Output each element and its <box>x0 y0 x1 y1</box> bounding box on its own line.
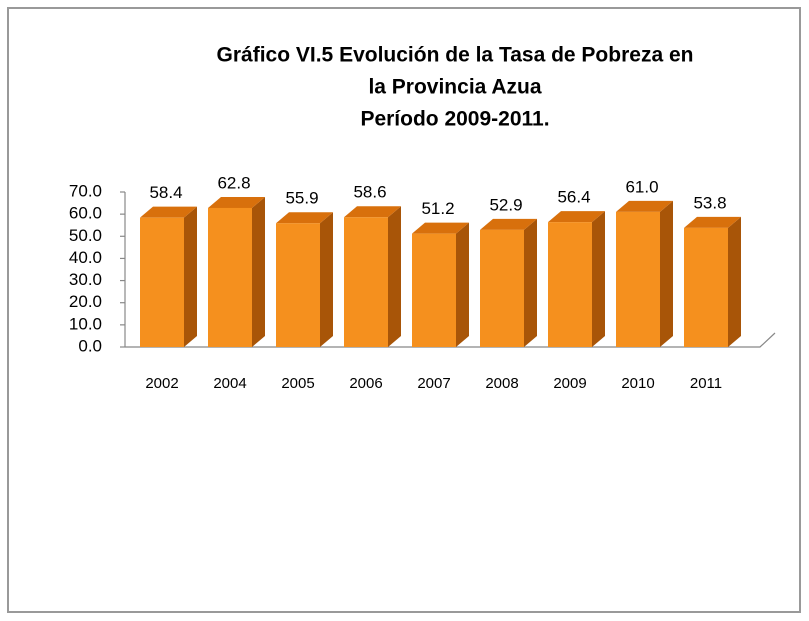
y-tick-label: 10.0 <box>69 314 102 333</box>
y-tick-label: 30.0 <box>69 270 102 289</box>
x-axis <box>125 332 776 348</box>
bar-side <box>524 218 537 347</box>
y-tick-label: 0.0 <box>78 336 102 355</box>
bar-top <box>208 196 265 208</box>
bar-top <box>412 222 469 234</box>
bar-side <box>456 222 469 347</box>
x-tick-label: 2009 <box>553 375 586 392</box>
data-label: 56.4 <box>557 188 590 207</box>
data-label: 58.6 <box>353 183 386 202</box>
bar-side <box>388 206 401 347</box>
data-label: 61.0 <box>625 177 658 196</box>
data-label: 52.9 <box>489 195 522 214</box>
y-tick-label: 70.0 <box>69 181 102 200</box>
bar-top <box>276 212 333 224</box>
bar <box>140 217 184 347</box>
bar-top <box>480 218 537 230</box>
x-tick-label: 2011 <box>690 375 722 392</box>
bar-side <box>184 206 197 347</box>
bar <box>616 211 660 347</box>
data-label: 55.9 <box>285 189 318 208</box>
bar-top <box>616 200 673 212</box>
bar-top <box>684 216 741 228</box>
bar-side <box>252 196 265 347</box>
data-label: 58.4 <box>149 183 182 202</box>
chart-title: Gráfico VI.5 Evolución de la Tasa de Pob… <box>217 44 694 67</box>
bar-top <box>140 206 197 218</box>
bar <box>412 233 456 347</box>
data-label: 53.8 <box>693 193 726 212</box>
x-tick-label: 2002 <box>145 375 178 392</box>
y-tick-label: 60.0 <box>69 204 102 223</box>
bar-top <box>344 206 401 218</box>
x-tick-label: 2004 <box>213 375 246 392</box>
bar-side <box>320 212 333 347</box>
x-tick-label: 2005 <box>281 375 314 392</box>
data-label: 51.2 <box>421 199 454 218</box>
bar-side <box>660 200 673 347</box>
data-label: 62.8 <box>217 173 250 192</box>
chart-title: Período 2009-2011. <box>360 108 549 131</box>
bar <box>344 217 388 347</box>
x-tick-label: 2010 <box>621 375 654 392</box>
chart-border <box>7 7 801 613</box>
bar <box>208 207 252 347</box>
bar-top <box>548 211 605 223</box>
bar-side <box>592 211 605 347</box>
bar <box>276 223 320 347</box>
x-tick-label: 2007 <box>417 375 450 392</box>
y-tick-label: 20.0 <box>69 292 102 311</box>
x-tick-label: 2008 <box>485 375 518 392</box>
y-tick-label: 40.0 <box>69 248 102 267</box>
bar <box>684 227 728 347</box>
x-tick-label: 2006 <box>349 375 382 392</box>
bar <box>548 222 592 347</box>
bar <box>480 229 524 347</box>
y-tick-label: 50.0 <box>69 226 102 245</box>
bar-side <box>728 216 741 347</box>
chart-title: la Provincia Azua <box>368 76 541 99</box>
